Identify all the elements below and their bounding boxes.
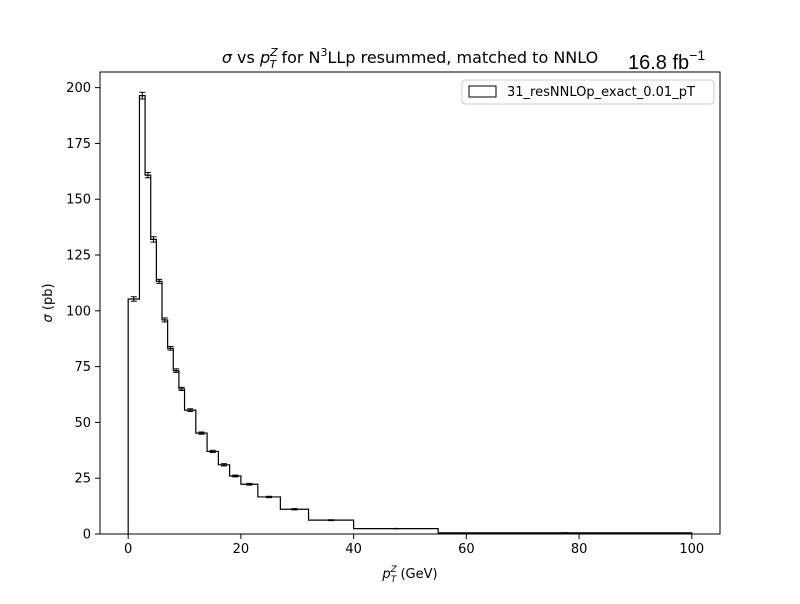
y-tick-label: 125 [66,249,91,264]
legend-swatch [469,86,496,97]
histogram-line [128,96,692,534]
legend: 31_resNNLOp_exact_0.01_pT [462,80,714,104]
y-tick-label: 50 [74,416,91,431]
y-tick-label: 100 [66,304,91,319]
error-bars [131,92,568,533]
y-tick-label: 75 [74,360,91,375]
legend-label: 31_resNNLOp_exact_0.01_pT [507,85,695,100]
y-axis-label: σ (pb) [41,283,56,322]
x-tick-label: 0 [124,542,132,557]
x-tick-label: 20 [233,542,250,557]
x-tick-label: 60 [458,542,475,557]
error-bar [328,520,334,521]
x-axis-ticks: 0 20 40 60 80 100 [124,534,704,557]
x-tick-label: 40 [345,542,362,557]
luminosity-label: 16.8 fb−1 [628,47,705,74]
y-tick-label: 200 [66,81,91,96]
y-tick-label: 0 [83,528,91,543]
x-tick-label: 100 [679,542,704,557]
y-tick-label: 25 [74,472,91,487]
plot-frame [100,72,720,534]
y-tick-label: 150 [66,193,91,208]
x-tick-label: 80 [571,542,588,557]
y-axis-ticks: 0 25 50 75 100 125 150 175 200 [66,81,100,542]
y-tick-label: 175 [66,137,91,152]
